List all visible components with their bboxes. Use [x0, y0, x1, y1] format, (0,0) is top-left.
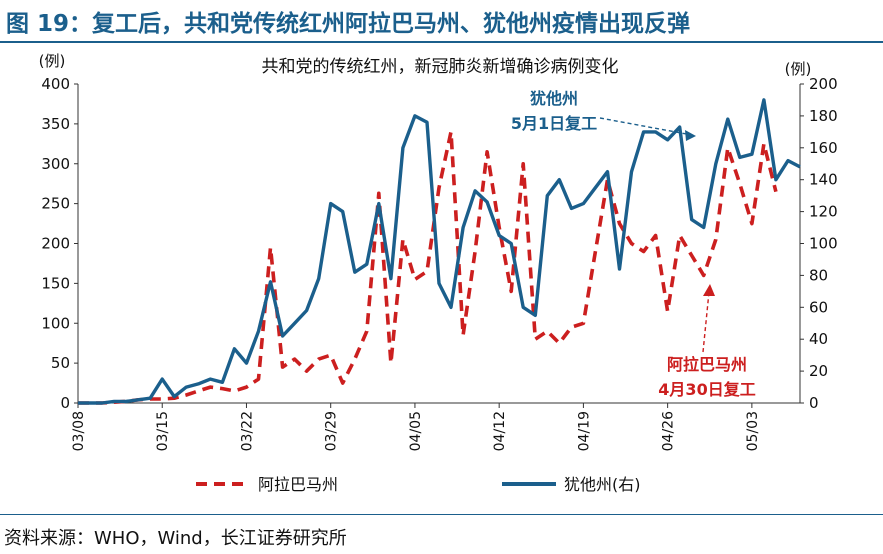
left-axis-unit: (例): [39, 52, 66, 70]
x-tick-label: 03/08: [71, 411, 87, 451]
right-tick-label: 20: [809, 362, 828, 380]
utah-annotation-arrow-line: [599, 117, 693, 136]
left-tick-label: 50: [51, 354, 70, 372]
right-tick-label: 100: [809, 235, 838, 253]
right-tick-label: 40: [809, 330, 828, 348]
right-tick-label: 160: [809, 139, 838, 157]
left-tick-label: 350: [41, 115, 70, 133]
alabama-annotation-line2: 4月30日复工: [658, 380, 755, 399]
legend: 阿拉巴马州 犹他州(右): [196, 475, 641, 494]
series-line-alabama: [78, 130, 778, 405]
x-tick-label: 03/15: [155, 411, 171, 451]
left-tick-label: 0: [60, 394, 70, 412]
alabama-annotation-arrow-line: [702, 291, 710, 353]
alabama-annotation-line1: 阿拉巴马州: [667, 355, 747, 374]
left-tick-label: 200: [41, 235, 70, 253]
left-tick-label: 100: [41, 314, 70, 332]
right-tick-label: 60: [809, 298, 828, 316]
right-tick-label: 180: [809, 107, 838, 125]
left-tick-label: 300: [41, 155, 70, 173]
x-tick-label: 04/26: [661, 411, 677, 451]
x-tick-label: 03/29: [324, 411, 340, 451]
x-tick-label: 04/05: [408, 411, 424, 451]
legend-label-alabama: 阿拉巴马州: [258, 475, 338, 494]
x-tick-label: 03/22: [239, 411, 255, 451]
left-tick-label: 250: [41, 195, 70, 213]
alabama-annotation-arrowhead: [703, 284, 715, 296]
utah-annotation-arrowhead: [685, 130, 696, 141]
chart-title: 共和党的传统红州，新冠肺炎新增确诊病例变化: [262, 57, 619, 77]
right-tick-label: 0: [809, 394, 819, 412]
axes: 0 50 100 150 200 250 300 350 400 0 20 40 60 80 100 120 1…: [41, 75, 837, 451]
x-tick-label: 04/19: [576, 411, 592, 451]
series-line-utah: [78, 98, 801, 405]
series-lines: [78, 98, 801, 405]
right-tick-label: 120: [809, 203, 838, 221]
figure-title: 图 19：复工后，共和党传统红州阿拉巴马州、犹他州疫情出现反弹: [6, 11, 691, 37]
right-axis-unit: (例): [785, 60, 812, 78]
right-tick-label: 80: [809, 266, 828, 284]
x-tick-label: 05/03: [745, 411, 761, 451]
utah-annotation-line1: 犹他州: [530, 89, 578, 108]
legend-label-utah: 犹他州(右): [564, 475, 641, 494]
right-tick-label: 200: [809, 75, 838, 93]
left-tick-label: 400: [41, 75, 70, 93]
source-note: 资料来源：WHO，Wind，长江证券研究所: [4, 528, 347, 549]
right-tick-label: 140: [809, 171, 838, 189]
x-tick-label: 04/12: [492, 411, 508, 451]
utah-annotation-line2: 5月1日复工: [511, 114, 597, 133]
title-divider: [0, 41, 883, 43]
source-divider: [0, 514, 883, 515]
left-tick-label: 150: [41, 274, 70, 292]
